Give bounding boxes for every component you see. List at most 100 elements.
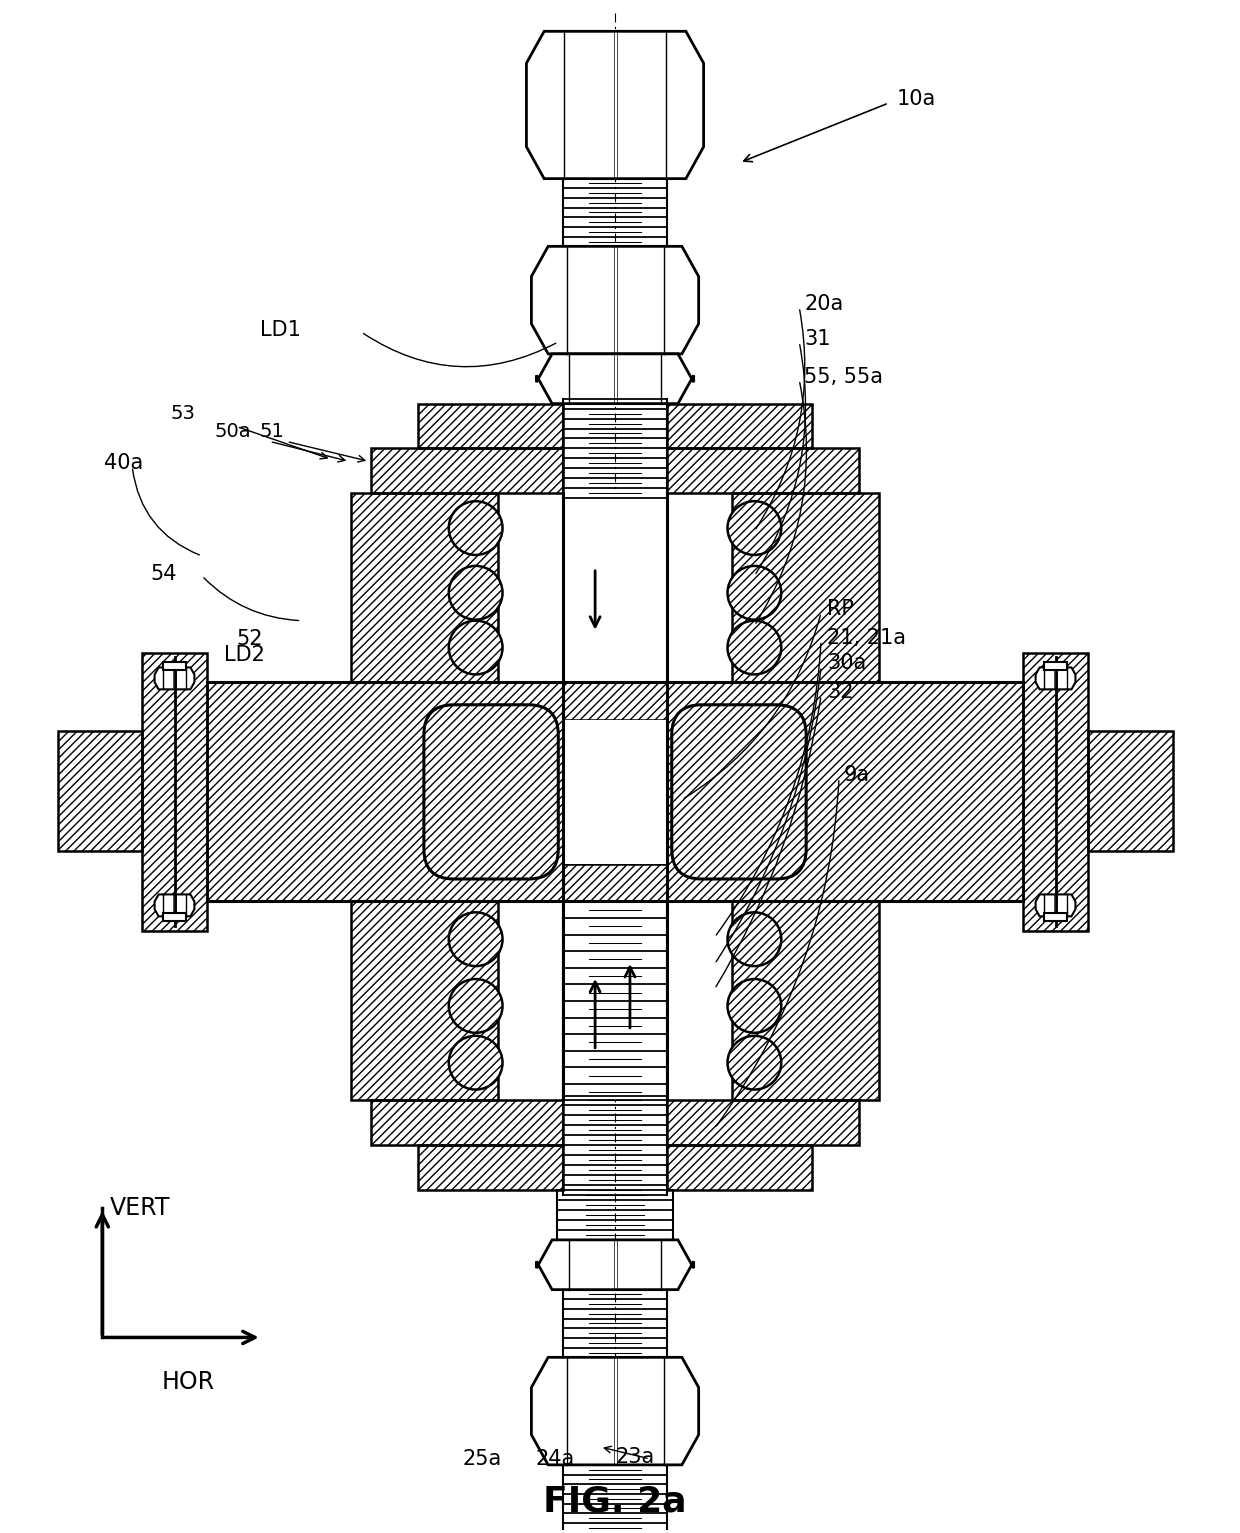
Circle shape (449, 501, 502, 555)
Polygon shape (155, 667, 195, 690)
Bar (418, 1145, 563, 1190)
Bar (732, 901, 879, 1101)
Circle shape (449, 980, 502, 1033)
Circle shape (728, 1036, 781, 1090)
Text: 24a: 24a (536, 1449, 575, 1469)
Bar (667, 449, 859, 494)
Circle shape (449, 980, 502, 1033)
Text: VERT: VERT (110, 1196, 171, 1220)
Circle shape (728, 980, 781, 1033)
Text: RP: RP (827, 599, 854, 619)
Polygon shape (57, 731, 143, 851)
Bar (563, 863, 667, 901)
Circle shape (728, 566, 781, 619)
Text: FIG. 2a: FIG. 2a (543, 1484, 687, 1519)
Bar (667, 1145, 812, 1190)
Polygon shape (155, 894, 195, 917)
Bar (351, 901, 498, 1101)
Bar (418, 1145, 563, 1190)
Bar (563, 494, 667, 682)
Text: 52: 52 (237, 629, 263, 648)
Bar (351, 901, 498, 1101)
Text: 10a: 10a (897, 89, 936, 109)
Text: 51: 51 (259, 422, 284, 442)
Polygon shape (1023, 653, 1087, 931)
Circle shape (449, 621, 502, 675)
Circle shape (728, 912, 781, 966)
Text: 40a: 40a (104, 454, 144, 474)
Polygon shape (1087, 731, 1173, 851)
FancyBboxPatch shape (672, 705, 806, 878)
Circle shape (449, 501, 502, 555)
Polygon shape (537, 354, 693, 403)
Polygon shape (532, 1357, 698, 1466)
Bar (563, 682, 667, 721)
Text: LD1: LD1 (259, 320, 300, 340)
Bar (563, 721, 667, 863)
Text: LD2: LD2 (223, 645, 264, 665)
Circle shape (728, 621, 781, 675)
Bar (732, 494, 879, 682)
Bar (351, 494, 498, 682)
Text: 21, 21a: 21, 21a (827, 627, 906, 647)
Bar (351, 494, 498, 682)
FancyBboxPatch shape (672, 705, 806, 878)
Text: 31: 31 (805, 330, 831, 350)
Polygon shape (143, 653, 207, 931)
Circle shape (449, 1036, 502, 1090)
Bar (667, 449, 859, 494)
Bar (732, 901, 879, 1101)
Text: 54: 54 (150, 564, 176, 584)
Bar (418, 403, 563, 449)
Circle shape (449, 566, 502, 619)
Text: 25a: 25a (463, 1449, 502, 1469)
Circle shape (728, 501, 781, 555)
Bar (667, 1101, 859, 1145)
Bar (667, 1145, 812, 1190)
Bar (563, 863, 667, 901)
Polygon shape (1035, 894, 1075, 917)
Text: HOR: HOR (162, 1371, 216, 1393)
Bar (563, 863, 667, 901)
Circle shape (449, 621, 502, 675)
Bar (667, 1145, 812, 1190)
Bar (418, 1145, 563, 1190)
Bar (667, 403, 812, 449)
Polygon shape (207, 682, 563, 901)
Polygon shape (1035, 667, 1075, 690)
Circle shape (728, 566, 781, 619)
Bar (563, 682, 667, 721)
Circle shape (728, 621, 781, 675)
Bar (667, 449, 859, 494)
Bar (418, 403, 563, 449)
Polygon shape (1087, 731, 1173, 851)
Bar (371, 449, 563, 494)
Circle shape (449, 912, 502, 966)
Polygon shape (667, 682, 1023, 901)
Bar (162, 662, 186, 670)
FancyBboxPatch shape (424, 705, 558, 878)
FancyBboxPatch shape (424, 705, 558, 878)
Polygon shape (57, 731, 143, 851)
Text: 53: 53 (170, 405, 195, 423)
Circle shape (449, 912, 502, 966)
Bar (351, 901, 498, 1101)
Bar (371, 1101, 563, 1145)
Bar (732, 901, 879, 1101)
Bar (162, 914, 186, 921)
Bar (418, 403, 563, 449)
Circle shape (449, 1036, 502, 1090)
Bar (732, 494, 879, 682)
Bar (563, 682, 667, 721)
Circle shape (728, 1036, 781, 1090)
Bar (371, 449, 563, 494)
Bar (371, 1101, 563, 1145)
Bar (1044, 914, 1068, 921)
Bar (371, 449, 563, 494)
Text: 9a: 9a (844, 765, 870, 785)
Bar (667, 403, 812, 449)
Circle shape (728, 912, 781, 966)
Circle shape (728, 980, 781, 1033)
Polygon shape (537, 1240, 693, 1289)
Bar (371, 1101, 563, 1145)
